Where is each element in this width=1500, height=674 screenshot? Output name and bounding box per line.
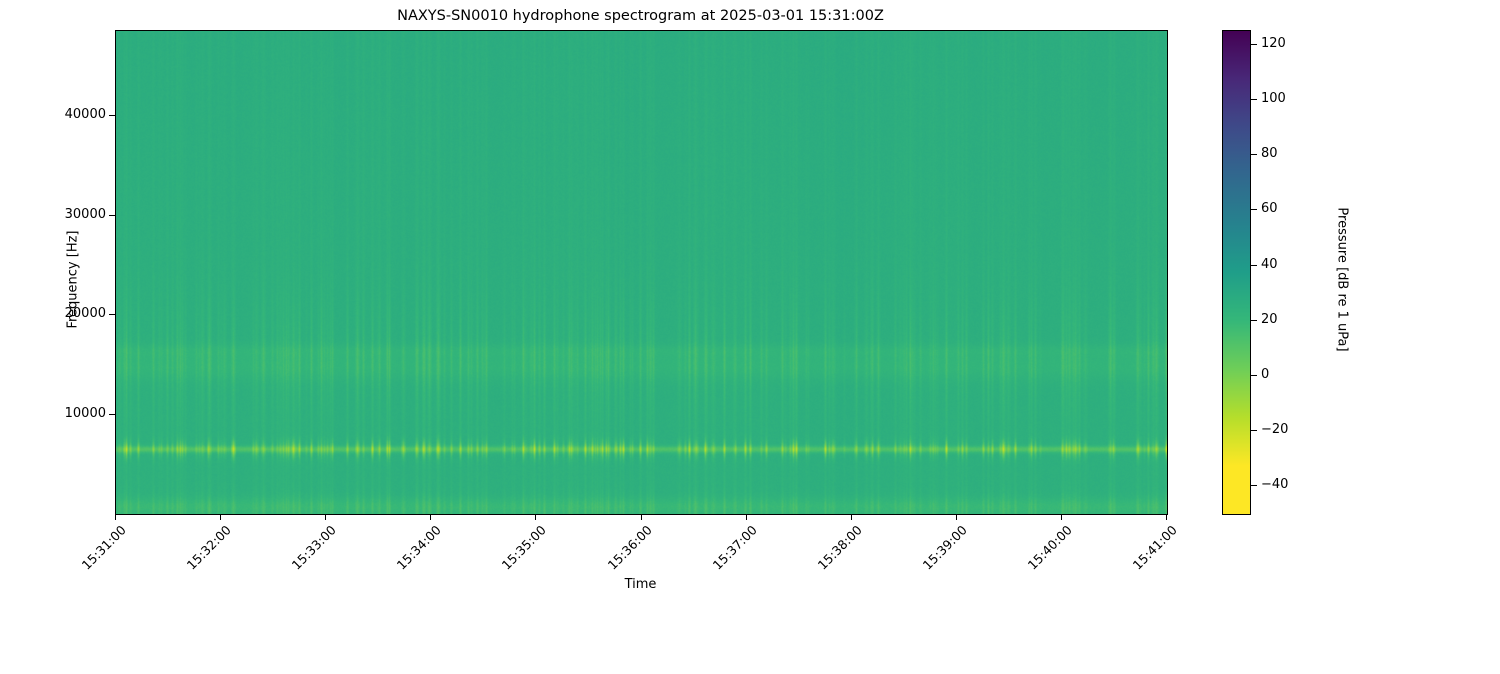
y-axis-tick [109,413,115,415]
colorbar-tick [1251,319,1257,321]
x-axis-tick [1166,514,1167,520]
colorbar-tick-label: 80 [1261,146,1278,162]
colorbar-tick-label: 20 [1261,311,1278,327]
colorbar-tick [1251,209,1257,211]
y-axis-tick-label: 20000 [64,306,106,321]
spectrogram-figure: NAXYS-SN0010 hydrophone spectrogram at 2… [64,8,1350,592]
y-axis-label: Frequency [Hz] [65,230,81,329]
x-axis-tick [535,514,537,520]
y-axis-tick [109,314,115,315]
x-axis-tick [745,514,747,520]
x-axis-tick [1060,514,1062,520]
x-axis-label: Time [624,577,657,592]
x-axis-tick [640,514,642,520]
colorbar-tick-label: 0 [1261,367,1270,382]
y-axis-tick [109,214,115,216]
colorbar-tick [1251,99,1257,100]
x-axis-tick [220,514,222,520]
colorbar-tick-label: 120 [1261,35,1286,51]
x-axis-tick [325,514,327,520]
colorbar-tick [1251,43,1257,45]
y-axis-tick [109,115,115,116]
spectrogram-image [116,31,1167,514]
colorbar-tick [1251,375,1257,376]
x-axis-tick [115,514,116,520]
spectrogram-plot-area [115,30,1168,515]
colorbar-tick-label: 40 [1261,256,1278,272]
colorbar-tick-label: −40 [1261,477,1289,493]
colorbar-label: Pressure [dB re 1 uPa] [1334,207,1350,352]
colorbar-tick [1251,264,1257,266]
page-title: NAXYS-SN0010 hydrophone spectrogram at 2… [397,8,884,24]
colorbar-tick [1251,154,1257,156]
y-axis-tick-label: 30000 [64,206,106,222]
colorbar-tick [1251,485,1257,487]
y-axis-tick-label: 40000 [64,107,106,122]
colorbar-tick-label: 60 [1261,201,1278,217]
colorbar-tick-label: −20 [1261,422,1289,438]
y-axis-tick-label: 10000 [64,405,106,421]
colorbar-tick-label: 100 [1261,91,1286,106]
colorbar-tick [1251,430,1257,432]
x-axis-tick [955,514,957,520]
x-axis-tick [850,514,852,520]
colorbar-gradient [1223,31,1250,514]
x-axis-tick [430,514,432,520]
colorbar [1222,30,1251,515]
